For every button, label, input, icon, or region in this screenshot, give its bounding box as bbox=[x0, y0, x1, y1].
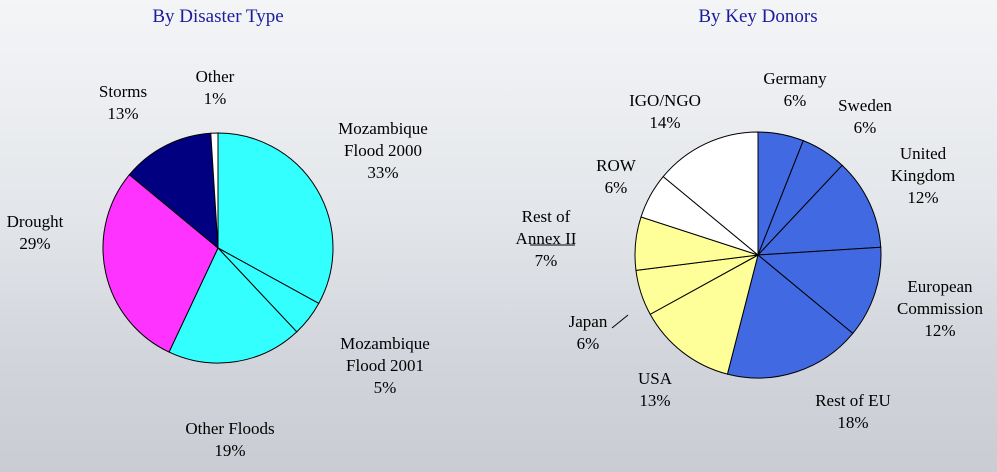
pie-slice bbox=[217, 132, 334, 305]
slice-value: 6% bbox=[853, 118, 877, 137]
slice-name: Rest of Annex II bbox=[515, 207, 577, 248]
slice-name: Other bbox=[195, 67, 235, 86]
pie-slice bbox=[649, 254, 759, 375]
slice-value: 13% bbox=[107, 104, 139, 123]
slice-name: Germany bbox=[763, 69, 827, 88]
pie-slice bbox=[128, 132, 219, 250]
slice-label: ROW 6% bbox=[591, 155, 641, 199]
slice-name: Sweden bbox=[838, 96, 892, 115]
slice-label: Mozambique Flood 2000 33% bbox=[328, 118, 438, 184]
slice-value: 29% bbox=[19, 234, 51, 253]
slice-value: 6% bbox=[604, 178, 628, 197]
slice-label: Other 1% bbox=[185, 66, 245, 110]
slice-value: 6% bbox=[576, 334, 600, 353]
slice-value: 33% bbox=[367, 163, 399, 182]
slice-name: Storms bbox=[98, 82, 148, 101]
slice-label: Sweden 6% bbox=[830, 95, 900, 139]
slice-label: Rest of Annex II 7% bbox=[511, 206, 581, 272]
slice-label: Other Floods 19% bbox=[165, 418, 295, 462]
slice-label: Mozambique Flood 2001 5% bbox=[330, 333, 440, 399]
slice-name: Rest of EU bbox=[815, 391, 891, 410]
slice-label: Japan 6% bbox=[558, 311, 618, 355]
slice-value: 5% bbox=[373, 378, 397, 397]
slice-label: Germany 6% bbox=[755, 68, 835, 112]
pie-slice bbox=[662, 131, 759, 257]
slice-label: United Kingdom 12% bbox=[883, 143, 963, 209]
pie-slice bbox=[210, 132, 219, 249]
slice-value: 13% bbox=[639, 391, 671, 410]
pie-slice bbox=[102, 173, 219, 353]
slice-value: 19% bbox=[214, 441, 246, 460]
pie-slice bbox=[726, 254, 854, 379]
slice-name: Mozambique Flood 2001 bbox=[340, 334, 430, 375]
slice-name: Other Floods bbox=[185, 419, 275, 438]
slice-label: European Commission 12% bbox=[885, 276, 995, 342]
slice-label: Drought 29% bbox=[0, 211, 75, 255]
slice-name: European Commission bbox=[897, 277, 983, 318]
pie-slice bbox=[168, 247, 298, 364]
chart-title: By Key Donors bbox=[698, 6, 818, 27]
slice-label: Rest of EU 18% bbox=[798, 390, 908, 434]
slice-name: United Kingdom bbox=[890, 144, 956, 185]
slice-value: 7% bbox=[534, 251, 558, 270]
leader-line bbox=[611, 314, 629, 329]
slice-label: IGO/NGO 14% bbox=[625, 90, 705, 134]
slice-value: 12% bbox=[907, 188, 939, 207]
chart-title: By Disaster Type bbox=[152, 6, 284, 27]
slice-value: 12% bbox=[924, 321, 956, 340]
slice-name: IGO/NGO bbox=[629, 91, 701, 110]
slice-name: Drought bbox=[6, 212, 64, 231]
slice-value: 14% bbox=[649, 113, 681, 132]
slice-name: Japan bbox=[568, 312, 608, 331]
slice-value: 6% bbox=[783, 91, 807, 110]
slice-name: USA bbox=[637, 369, 672, 388]
slice-name: ROW bbox=[596, 156, 636, 175]
slice-value: 18% bbox=[837, 413, 869, 432]
slice-value: 1% bbox=[203, 89, 227, 108]
slice-label: USA 13% bbox=[625, 368, 685, 412]
pie-slice bbox=[756, 246, 882, 335]
pie-slice bbox=[756, 164, 882, 256]
slice-label: Storms 13% bbox=[88, 81, 158, 125]
slice-name: Mozambique Flood 2000 bbox=[338, 119, 428, 160]
